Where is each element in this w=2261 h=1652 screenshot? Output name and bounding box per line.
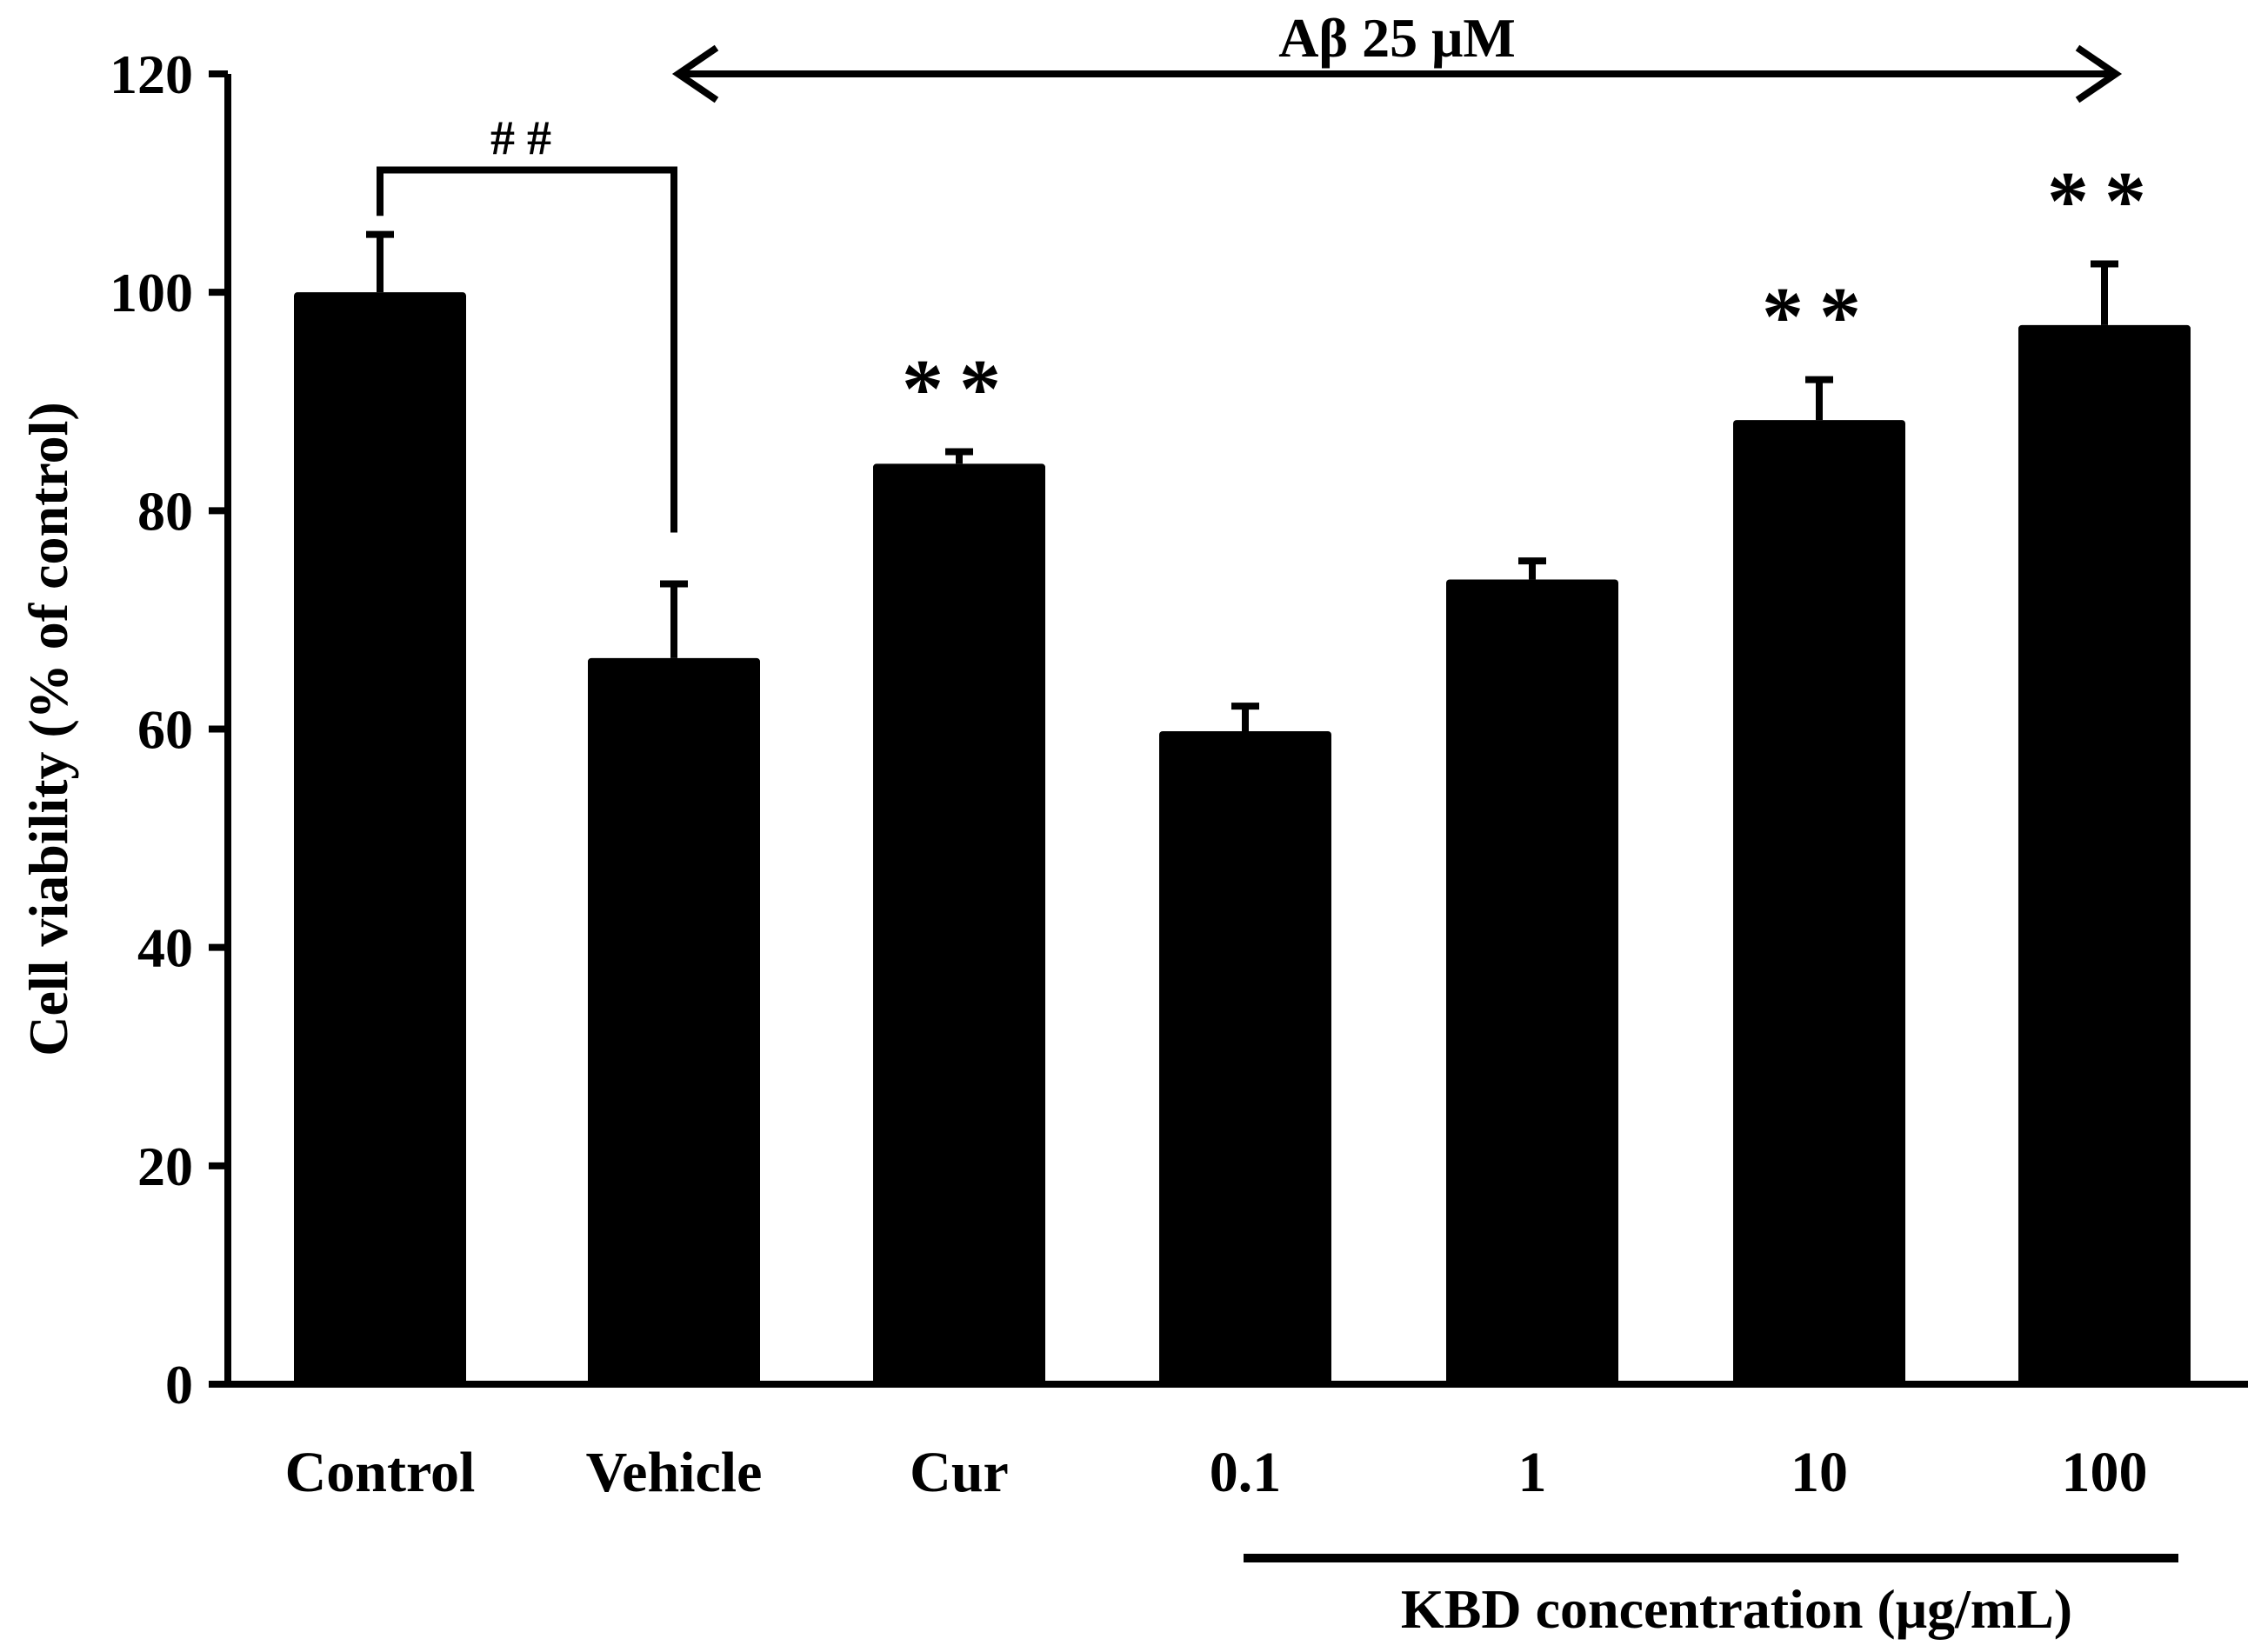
bar-100 bbox=[2018, 324, 2191, 1384]
y-tick-label-120: 120 bbox=[110, 43, 193, 105]
y-tick-label-100: 100 bbox=[110, 262, 193, 323]
bar-Vehicle bbox=[588, 657, 760, 1384]
comparison-marker: ## bbox=[490, 112, 564, 166]
x-tick-label-0.1: 0.1 bbox=[1210, 1441, 1282, 1504]
y-tick-label-20: 20 bbox=[137, 1136, 193, 1197]
x-tick-label-1: 1 bbox=[1518, 1441, 1547, 1504]
significance-marker-Cur: ** bbox=[902, 343, 1017, 436]
y-axis-label: Cell viability (% of control) bbox=[17, 402, 79, 1056]
y-tick-label-80: 80 bbox=[137, 480, 193, 542]
comparison-bracket bbox=[377, 166, 677, 533]
treatment-arrow-left-head bbox=[671, 44, 719, 103]
x-tick-label-10: 10 bbox=[1791, 1441, 1848, 1504]
y-tick-label-0: 0 bbox=[165, 1354, 193, 1416]
bar-1 bbox=[1446, 579, 1618, 1384]
y-tick-label-60: 60 bbox=[137, 699, 193, 761]
annotations: ** ** ** ## Aβ 25 μM KBD concentration (μg/mL… bbox=[377, 7, 2178, 1640]
x-tick-label-Control: Control bbox=[285, 1441, 476, 1504]
x-tick-label-Vehicle: Vehicle bbox=[586, 1441, 763, 1504]
bars bbox=[294, 230, 2191, 1385]
significance-marker-10: ** bbox=[1762, 270, 1877, 363]
treatment-arrow-right-head bbox=[2075, 44, 2123, 103]
x-tick-label-Cur: Cur bbox=[910, 1441, 1009, 1504]
bar-0.1 bbox=[1159, 731, 1331, 1384]
bar-10 bbox=[1733, 420, 1905, 1385]
treatment-label: Aβ 25 μM bbox=[1278, 7, 1516, 69]
group-label: KBD concentration (μg/mL) bbox=[1401, 1578, 2072, 1640]
x-tick-label-100: 100 bbox=[2062, 1441, 2148, 1504]
y-tick-label-40: 40 bbox=[137, 917, 193, 979]
significance-marker-100: ** bbox=[2047, 155, 2162, 248]
bar-Cur bbox=[873, 463, 1045, 1384]
axes: 0 20 40 60 80 100 120 Cell viability (% of cont… bbox=[17, 43, 2248, 1504]
bar-Control bbox=[294, 292, 466, 1385]
